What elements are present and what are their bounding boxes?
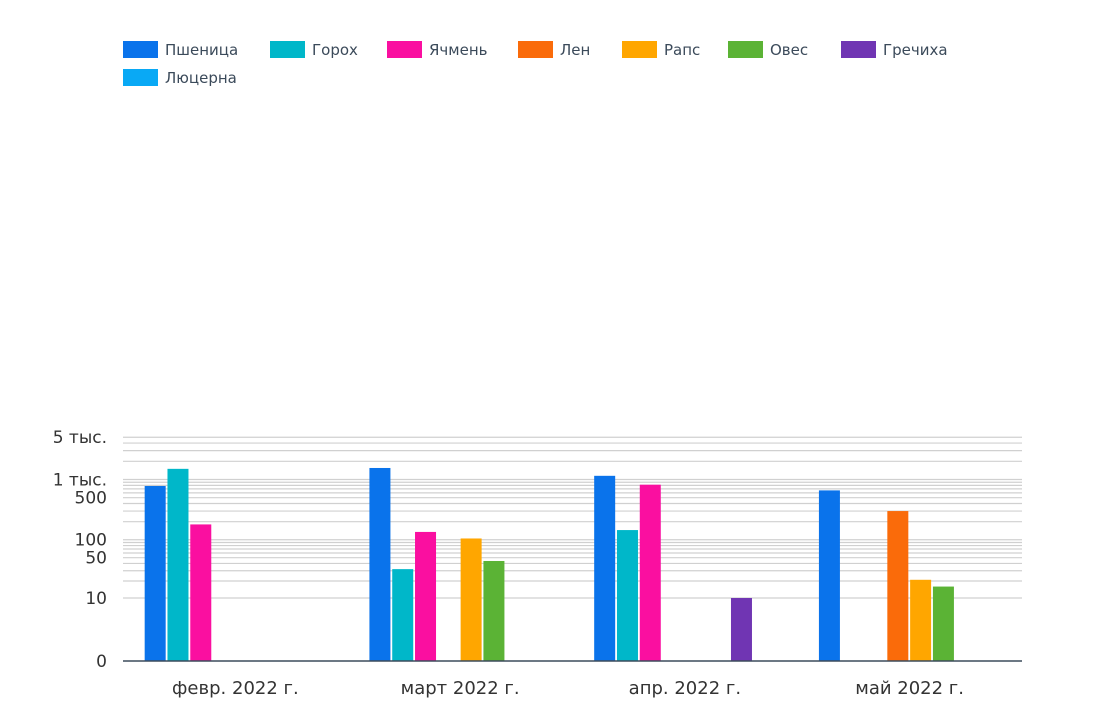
bar — [616, 530, 638, 661]
y-tick-label: 500 — [75, 489, 107, 509]
legend-label: Лен — [560, 41, 590, 59]
bar — [415, 531, 437, 661]
bar — [887, 511, 909, 661]
bar — [483, 560, 505, 661]
legend-swatch — [518, 41, 553, 58]
bar — [910, 579, 932, 661]
y-tick-label: 100 — [75, 531, 107, 551]
legend-label: Гречиха — [883, 41, 948, 59]
legend-swatch — [123, 41, 158, 58]
legend-label: Рапс — [664, 41, 700, 59]
x-tick-label: февр. 2022 г. — [172, 678, 299, 699]
bar — [460, 538, 482, 661]
x-tick-label: апр. 2022 г. — [629, 678, 741, 699]
legend-label: Пшеница — [165, 41, 238, 59]
legend-swatch — [728, 41, 763, 58]
legend-swatch — [270, 41, 305, 58]
y-tick-label: 0 — [96, 652, 107, 672]
legend-swatch — [841, 41, 876, 58]
legend-swatch — [622, 41, 657, 58]
legend-item[interactable]: Ячмень — [387, 41, 487, 59]
bar — [369, 467, 391, 661]
legend-swatch — [387, 41, 422, 58]
legend-swatch — [123, 69, 158, 86]
bar — [392, 569, 414, 661]
legend-item[interactable]: Горох — [270, 41, 358, 59]
y-tick-label: 10 — [85, 589, 107, 609]
y-tick-label: 50 — [85, 549, 107, 569]
legend-label: Люцерна — [165, 69, 237, 87]
legend-item[interactable]: Овес — [728, 41, 808, 59]
bar — [594, 475, 616, 661]
legend-label: Ячмень — [429, 41, 487, 59]
bars — [144, 467, 954, 661]
x-tick-label: май 2022 г. — [855, 678, 964, 699]
legend-item[interactable]: Гречиха — [841, 41, 948, 59]
bar — [818, 490, 840, 661]
grid-lines — [123, 436, 1022, 599]
legend-item[interactable]: Лен — [518, 41, 590, 59]
legend-item[interactable]: Люцерна — [123, 69, 237, 87]
legend-item[interactable]: Пшеница — [123, 41, 238, 59]
bar — [190, 524, 212, 661]
bar — [730, 598, 752, 661]
y-tick-label: 1 тыс. — [53, 470, 107, 490]
legend: Пшеница Горох Ячмень Лен Рапс Овес Гречиха Люце… — [123, 41, 948, 87]
bar — [932, 586, 954, 661]
legend-item[interactable]: Рапс — [622, 41, 700, 59]
x-tick-label: март 2022 г. — [401, 678, 520, 699]
y-tick-label: 5 тыс. — [53, 428, 107, 448]
legend-label: Овес — [770, 41, 808, 59]
x-axis-ticks: февр. 2022 г. март 2022 г. апр. 2022 г. май… — [172, 678, 964, 699]
bar — [639, 484, 661, 661]
bar — [144, 486, 166, 661]
bar — [167, 468, 189, 661]
legend-label: Горох — [312, 41, 358, 59]
